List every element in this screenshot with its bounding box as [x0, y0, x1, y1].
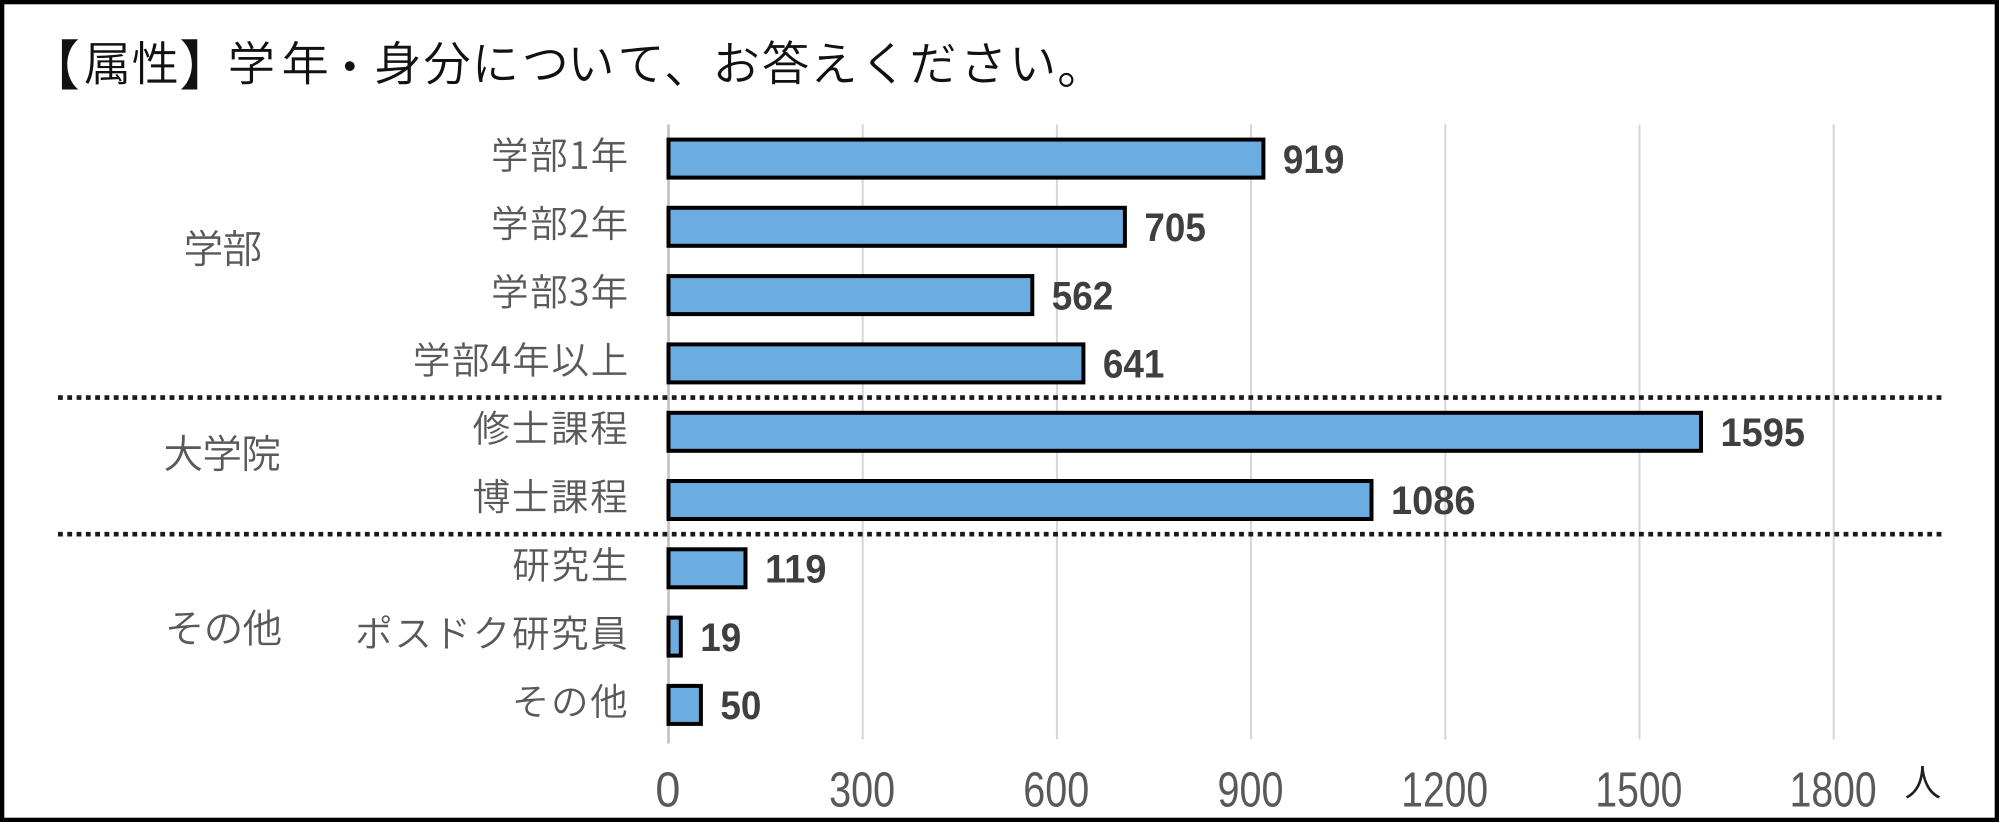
svg-text:1086: 1086: [1391, 479, 1476, 523]
svg-text:1595: 1595: [1721, 411, 1806, 455]
svg-text:19: 19: [700, 616, 741, 660]
svg-text:300: 300: [829, 764, 895, 818]
svg-text:600: 600: [1023, 764, 1089, 818]
svg-text:50: 50: [720, 684, 761, 728]
svg-text:562: 562: [1052, 274, 1114, 318]
svg-text:900: 900: [1218, 764, 1284, 818]
svg-text:705: 705: [1144, 206, 1206, 250]
svg-text:119: 119: [765, 548, 827, 592]
svg-text:1500: 1500: [1595, 764, 1682, 818]
svg-text:1200: 1200: [1401, 764, 1488, 818]
svg-text:0: 0: [655, 764, 680, 818]
svg-text:1800: 1800: [1790, 764, 1877, 818]
svg-text:919: 919: [1283, 138, 1345, 182]
svg-text:641: 641: [1103, 343, 1165, 387]
